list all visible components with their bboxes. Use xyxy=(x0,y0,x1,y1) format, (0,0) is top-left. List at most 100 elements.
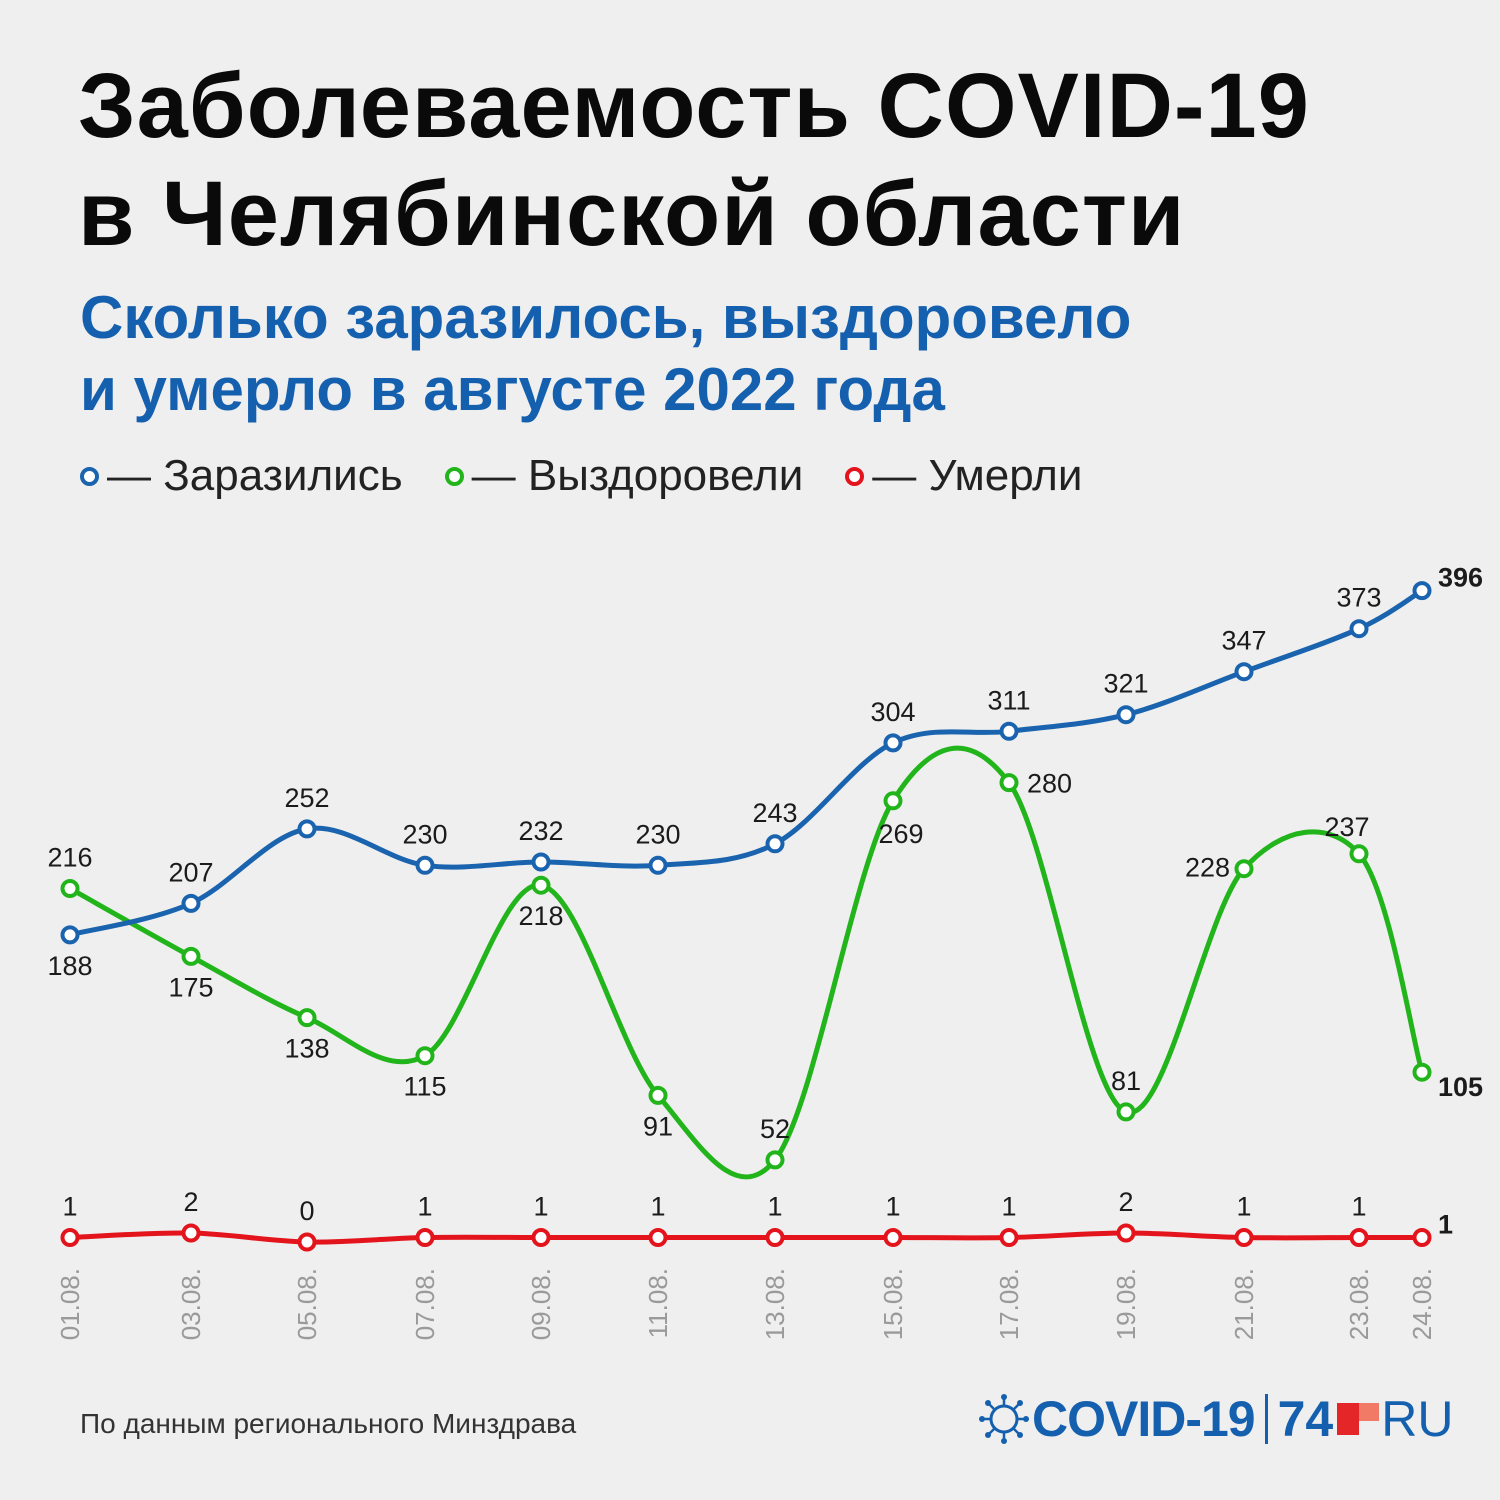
data-label-recovered: 218 xyxy=(518,901,563,931)
x-tick-label: 15.08. xyxy=(878,1268,908,1340)
data-point-infected xyxy=(415,855,435,875)
data-label-died: 2 xyxy=(183,1187,198,1217)
title-line-1: Заболеваемость COVID-19 xyxy=(78,55,1310,157)
data-point-recovered xyxy=(60,879,80,898)
data-label-infected: 311 xyxy=(987,685,1030,715)
x-tick-label: 13.08. xyxy=(760,1268,790,1340)
legend-label-died: — Умерли xyxy=(872,451,1083,500)
data-label-infected: 321 xyxy=(1103,669,1148,699)
source-note: По данным регионального Минздрава xyxy=(80,1408,577,1439)
data-label-infected: 252 xyxy=(284,783,329,813)
data-label-recovered: 52 xyxy=(760,1114,790,1144)
data-point-died xyxy=(883,1228,903,1247)
legend-label-infected: — Заразились xyxy=(107,451,403,500)
x-tick-label: 05.08. xyxy=(292,1268,322,1340)
x-tick-label: 03.08. xyxy=(176,1268,206,1340)
data-label-recovered: 280 xyxy=(1027,769,1072,799)
x-tick-label: 17.08. xyxy=(994,1268,1024,1340)
data-point-died xyxy=(999,1228,1019,1247)
chart-legend: — Заразились — Выздоровели — Умерли xyxy=(80,448,1124,504)
data-label-infected: 396 xyxy=(1438,563,1483,593)
data-point-died xyxy=(1234,1228,1254,1247)
data-point-recovered xyxy=(883,791,903,811)
data-point-died xyxy=(1412,1228,1432,1247)
x-axis: 01.08. 03.08. 05.08. 07.08. 09.08. 11.08. 13.0… xyxy=(55,1268,1437,1340)
x-tick-label: 07.08. xyxy=(410,1268,440,1340)
data-point-recovered xyxy=(297,1008,317,1028)
data-label-recovered: 216 xyxy=(47,843,92,873)
legend-item-recovered: — Выздоровели xyxy=(444,451,804,501)
data-point-recovered xyxy=(765,1150,785,1170)
legend-item-infected: — Заразились xyxy=(80,451,403,501)
data-label-infected: 207 xyxy=(168,857,213,887)
data-point-infected xyxy=(181,893,201,913)
data-label-died: 1 xyxy=(767,1192,782,1222)
brand-number: 74 xyxy=(1277,1391,1334,1447)
data-point-died xyxy=(415,1228,435,1247)
data-point-died xyxy=(297,1232,317,1252)
data-label-recovered: 115 xyxy=(403,1072,446,1102)
chart-subtitle: Сколько заразилось, выздоровело и умерло… xyxy=(80,282,1131,426)
data-point-infected xyxy=(765,834,785,854)
data-label-died: 1 xyxy=(417,1192,432,1222)
data-point-infected xyxy=(297,819,317,839)
data-label-died: 1 xyxy=(885,1192,900,1222)
brand-flag-icon xyxy=(1337,1403,1380,1435)
data-label-died: 0 xyxy=(299,1196,314,1226)
data-label-infected: 188 xyxy=(47,951,92,981)
data-label-recovered: 138 xyxy=(284,1034,329,1064)
data-point-infected xyxy=(1234,662,1254,682)
data-label-recovered: 91 xyxy=(643,1111,673,1141)
data-point-infected xyxy=(60,925,80,945)
brand-covid-text: COVID-19 xyxy=(1032,1391,1256,1447)
legend-marker-infected xyxy=(80,466,99,486)
data-point-died xyxy=(765,1228,785,1247)
x-tick-label: 09.08. xyxy=(526,1268,556,1340)
data-label-died: 2 xyxy=(1118,1187,1133,1217)
data-point-recovered xyxy=(648,1085,668,1105)
virus-icon xyxy=(979,1394,1029,1444)
data-point-died xyxy=(181,1223,201,1243)
data-label-infected: 230 xyxy=(635,819,680,849)
x-tick-label: 21.08. xyxy=(1229,1268,1259,1340)
data-point-infected xyxy=(648,855,668,875)
data-label-recovered: 105 xyxy=(1438,1072,1483,1102)
data-point-died xyxy=(1349,1228,1369,1247)
legend-label-recovered: — Выздоровели xyxy=(471,451,804,500)
series-died xyxy=(67,1230,1425,1245)
series-markers-recovered: 216 175 138 115 218 91 52 269 280 81 228 237 105 xyxy=(47,769,1483,1170)
data-label-died: 1 xyxy=(1438,1210,1453,1240)
data-point-recovered xyxy=(1412,1062,1432,1082)
series-markers-died: 1 2 0 1 1 1 1 1 1 2 1 1 1 xyxy=(60,1187,1453,1252)
data-point-died xyxy=(60,1228,80,1247)
data-point-infected xyxy=(1349,619,1369,639)
series-recovered xyxy=(67,745,1425,1180)
data-label-died: 1 xyxy=(1001,1192,1016,1222)
data-label-recovered: 175 xyxy=(168,972,213,1002)
series-line-recovered xyxy=(67,745,1425,1180)
data-point-recovered xyxy=(415,1046,435,1066)
data-label-infected: 347 xyxy=(1221,626,1266,656)
data-label-infected: 243 xyxy=(752,798,797,828)
data-point-infected xyxy=(883,733,903,753)
data-point-died xyxy=(648,1228,668,1247)
data-point-died xyxy=(1116,1223,1136,1243)
data-label-recovered: 228 xyxy=(1185,853,1230,883)
brand-ru-text: RU xyxy=(1381,1391,1454,1447)
x-tick-label: 01.08. xyxy=(55,1268,85,1340)
data-label-recovered: 237 xyxy=(1324,812,1369,842)
x-tick-label: 11.08. xyxy=(643,1268,673,1338)
data-label-infected: 373 xyxy=(1336,583,1381,613)
subtitle-line-1: Сколько заразилось, выздоровело xyxy=(80,284,1132,351)
data-point-infected xyxy=(999,721,1019,741)
data-label-died: 1 xyxy=(650,1192,665,1222)
data-label-recovered: 269 xyxy=(878,819,923,849)
data-label-infected: 232 xyxy=(518,816,563,846)
series-line-infected xyxy=(67,588,1425,938)
data-label-recovered: 81 xyxy=(1111,1066,1141,1096)
data-point-recovered xyxy=(531,875,551,895)
chart-title: Заболеваемость COVID-19 в Челябинской об… xyxy=(78,52,1310,268)
legend-item-died: — Умерли xyxy=(845,451,1082,501)
data-label-died: 1 xyxy=(1351,1192,1366,1222)
